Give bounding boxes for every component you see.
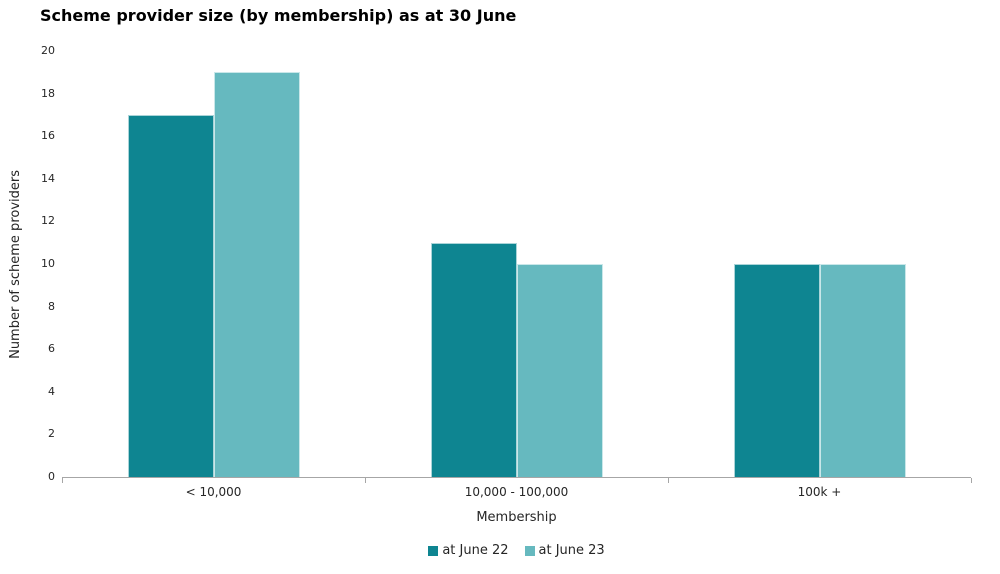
bar-at-june-23-cat0 [213, 72, 300, 477]
legend: at June 22 at June 23 [62, 543, 971, 558]
y-axis-ticks: 0 2 4 6 8 10 12 14 16 18 20 [0, 44, 55, 483]
y-tick-label: 10 [41, 257, 55, 270]
bar-at-june-22-cat0 [127, 114, 214, 477]
y-tick-label: 12 [41, 214, 55, 228]
bar-at-june-23-cat2 [819, 264, 906, 477]
legend-swatch-june-23 [524, 545, 535, 556]
y-tick-label: 14 [41, 171, 55, 185]
legend-swatch-june-22 [428, 545, 439, 556]
legend-item-june-22: at June 22 [428, 543, 509, 558]
bar-at-june-23-cat1 [516, 264, 603, 477]
x-category-label: 10,000 - 100,000 [464, 485, 569, 499]
x-axis-tick [365, 478, 366, 483]
y-tick-label: 18 [41, 86, 55, 100]
y-tick-label: 6 [48, 342, 55, 356]
y-tick-label: 4 [48, 384, 55, 398]
x-axis-tick [62, 478, 63, 483]
y-tick-label: 20 [41, 44, 55, 57]
legend-label-june-23: at June 23 [538, 543, 605, 558]
x-axis-tick [971, 478, 972, 483]
y-tick-label: 0 [48, 470, 55, 483]
plot-area [62, 51, 972, 483]
x-axis-tick [668, 478, 669, 483]
x-category-label: 100k + [797, 485, 842, 499]
legend-label-june-22: at June 22 [442, 543, 509, 558]
y-tick-label: 8 [48, 299, 55, 313]
x-axis-title: Membership [476, 510, 557, 525]
bar-at-june-22-cat1 [430, 242, 517, 477]
x-category-label: < 10,000 [185, 485, 242, 499]
chart-title: Scheme provider size (by membership) as … [40, 6, 517, 25]
y-tick-label: 16 [41, 129, 55, 143]
bar-at-june-22-cat2 [733, 264, 820, 477]
y-tick-label: 2 [48, 427, 55, 441]
legend-item-june-23: at June 23 [524, 543, 605, 558]
x-axis-category-labels: < 10,000 10,000 - 100,000 100k + [62, 485, 971, 501]
